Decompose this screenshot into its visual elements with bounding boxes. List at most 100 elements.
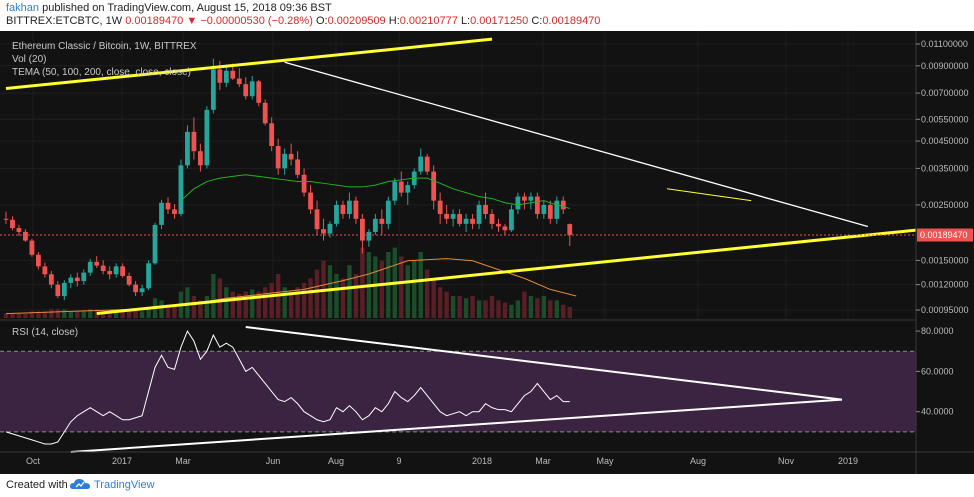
volume-bar [159,300,164,318]
tradingview-logo-icon [70,479,90,489]
rsi-tick-label: 40.0000 [921,407,954,417]
volume-bar [101,311,106,318]
candle-body [61,282,67,297]
candle-body [288,153,294,160]
chart-header: fakhan published on TradingView.com, Aug… [0,0,974,30]
last-price: 0.00189470 [125,15,184,27]
publisher-user-link[interactable]: fakhan [6,2,40,14]
candle-body [217,69,223,83]
candle-body [48,274,54,285]
volume-bar [139,311,145,318]
time-tick-label: 9 [396,456,401,466]
volume-bar [62,309,67,318]
time-tick-label: Mar [535,456,551,466]
volume-bar [165,304,171,318]
candle-body [94,261,100,266]
candle-body [405,185,411,193]
price-tick-label: 0.00700000 [921,88,969,98]
volume-bar [528,296,534,318]
volume-bar [301,282,307,318]
candle-body [534,196,540,214]
volume-bar [185,287,190,318]
candle-body [81,272,87,282]
volume-bar [126,309,132,318]
candle-body [515,196,521,210]
candle-body [68,277,74,283]
volume-bar [10,313,15,318]
candle-body [3,218,9,220]
candle-body [528,196,534,201]
price-axis[interactable] [916,31,974,474]
legend-title: Ethereum Classic / Bitcoin, 1W, BITTREX [12,41,197,52]
volume-bar [224,287,229,318]
volume-bar [75,311,80,318]
short-resistance-line [666,188,752,202]
high-value: 0.00210777 [399,15,458,27]
volume-bar [250,289,255,318]
candle-body [431,171,437,201]
candle-body [347,200,352,214]
volume-bar [470,296,475,318]
volume-bar [3,313,9,318]
chart-canvas[interactable]: 0.01100000 0.00900000 0.00700000 0.00550000… [0,31,974,474]
candle-body [55,284,61,297]
volume-bar [327,265,333,318]
high-label: H: [388,15,400,27]
price-tick-label: 0.00350000 [921,163,969,173]
candle-body [321,229,326,234]
candle-body [340,204,346,214]
volume-bar [191,296,197,318]
candle-body [353,200,359,219]
volume-bar [496,300,501,318]
candle-body [314,209,320,230]
volume-bar [120,311,125,318]
candle-body [249,81,255,97]
candle-body [159,202,164,225]
volume-bar [308,278,313,318]
volume-bar [476,300,482,318]
candle-body [100,265,106,272]
candle-body [463,218,469,224]
candle-body [327,223,333,234]
candle-body [36,254,41,267]
candle-body [560,200,566,210]
rsi-descending-trendline [245,326,843,401]
candle-body [392,181,398,201]
candle-body [437,200,443,214]
candle-body [178,165,184,214]
candle-body [210,69,216,110]
candle-body [165,202,171,210]
publisher-text: published on TradingView.com, August 15,… [42,2,332,14]
candle-body [23,231,28,241]
volume-bar [509,304,514,318]
time-tick-label: Aug [328,456,344,466]
low-label: L: [460,15,471,27]
volume-bar [204,296,210,318]
volume-bar [23,313,28,318]
candle-body [547,204,553,219]
candle-body [398,181,404,193]
down-arrow-icon: ▼ [186,15,198,27]
volume-bar [360,247,365,318]
price-tick-label: 0.01100000 [921,39,968,49]
rsi-ascending-trendline [70,398,842,453]
volume-bar [483,300,488,318]
time-tick-label: May [596,456,614,466]
volume-bar [230,291,235,318]
volume-bar [379,260,385,318]
time-ticks: Oct 2017 Mar Jun Aug 9 2018 Mar May Aug Nov 2019 [26,456,858,466]
legend-volume: Vol (20) [12,54,46,65]
candle-body [509,209,514,231]
low-value: 0.00171250 [470,15,529,27]
candle-body [139,288,145,293]
last-price-tag [917,228,973,242]
volume-bar [55,309,61,318]
price-tick-label: 0.00550000 [921,114,969,124]
candle-body [262,102,268,124]
tradingview-brand-link[interactable]: TradingView [94,479,155,491]
open-value: 0.00209509 [327,15,386,27]
time-tick-label: Mar [175,456,191,466]
candle-body [522,196,527,201]
volume-bar [314,269,320,318]
candle-body [334,204,339,224]
